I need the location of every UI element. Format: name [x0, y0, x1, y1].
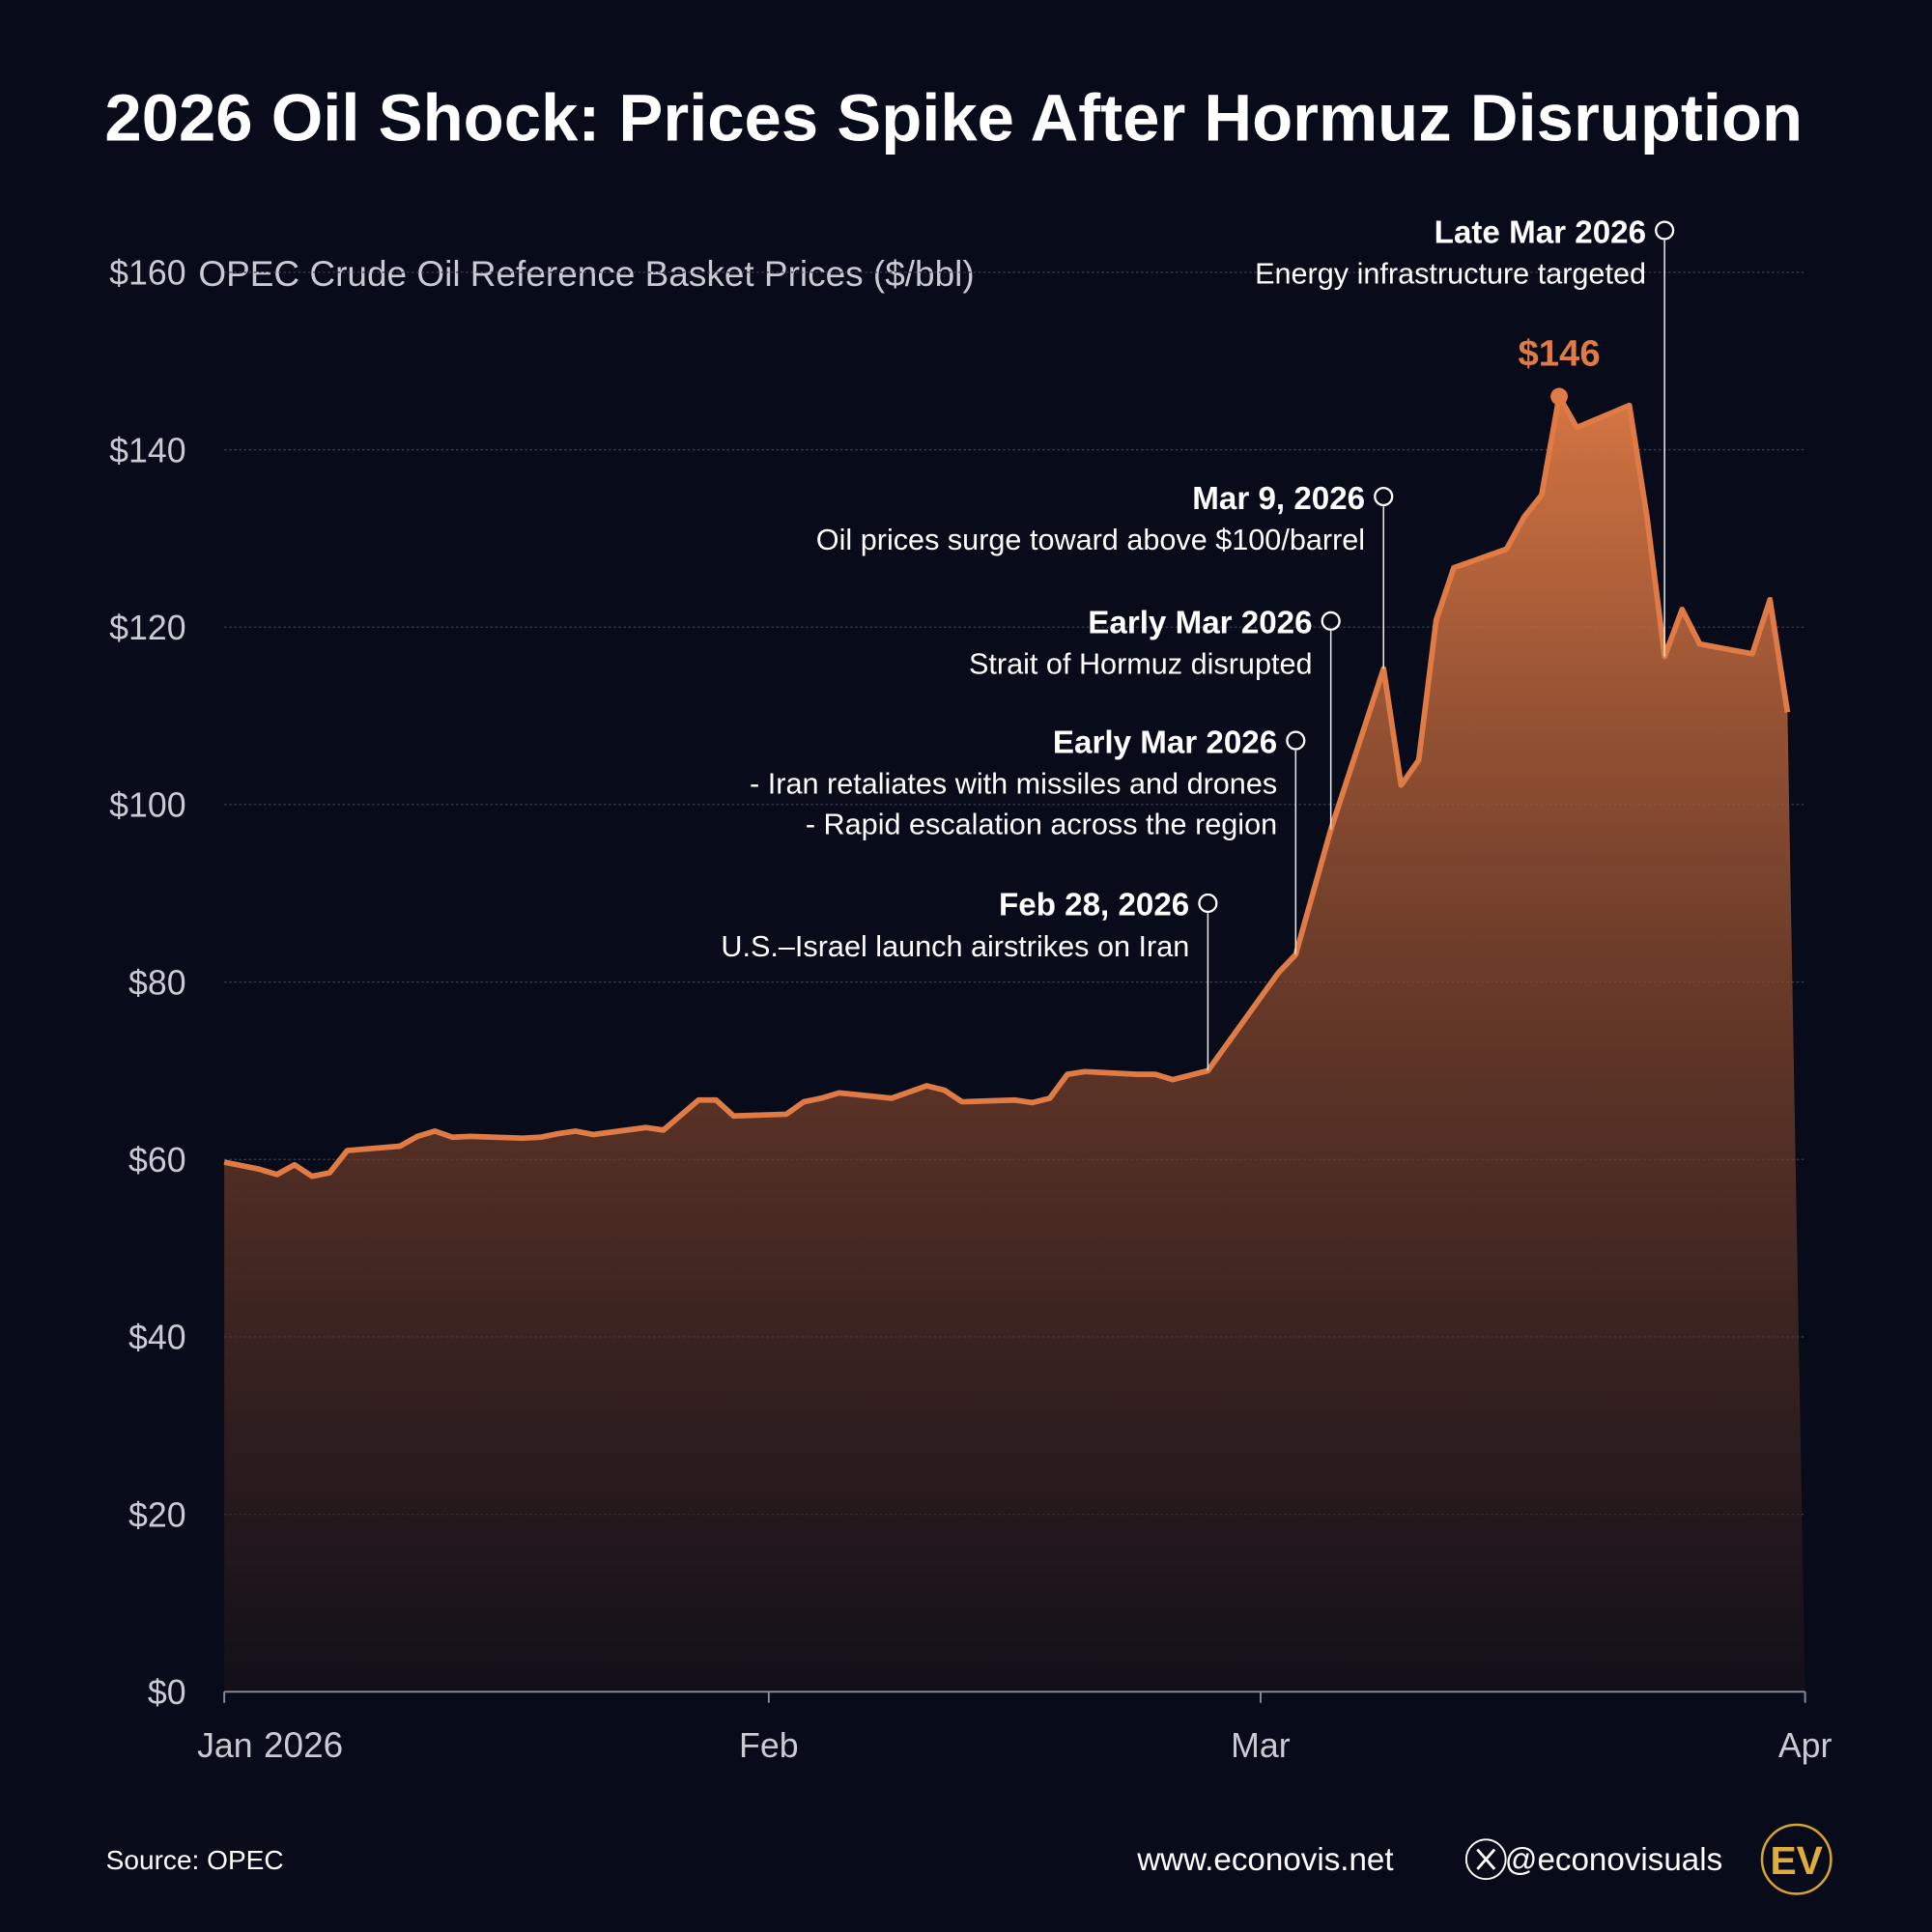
annotation-text: Strait of Hormuz disrupted	[969, 648, 1313, 681]
annotation-marker	[1286, 730, 1306, 751]
y-tick-label: $120	[109, 609, 185, 647]
peak-marker	[1550, 387, 1568, 406]
annotation-title: Late Mar 2026	[1435, 214, 1646, 250]
y-tick-label: $40	[128, 1319, 186, 1357]
price-line	[223, 393, 1791, 1179]
area-fill	[224, 396, 1805, 1692]
annotation-marker	[1374, 486, 1394, 507]
x-tick-label: Feb	[739, 1726, 799, 1765]
annotation-text: - Rapid escalation across the region	[806, 809, 1277, 841]
x-tick-label: Jan	[197, 1726, 253, 1765]
annotation-marker	[1655, 220, 1675, 241]
source: Source: OPEC	[106, 1845, 284, 1875]
annotation-title: Early Mar 2026	[1053, 724, 1277, 760]
y-tick-label: $0	[148, 1673, 186, 1712]
peak-label: $146	[1519, 333, 1601, 375]
annotation-text: Energy infrastructure targeted	[1255, 257, 1646, 290]
y-tick-label: $100	[109, 786, 185, 825]
annotation-title: Mar 9, 2026	[1192, 481, 1365, 517]
annotation-text: - Iran retaliates with missiles and dron…	[750, 767, 1277, 800]
annotation-title: Early Mar 2026	[1088, 606, 1312, 641]
x-year-label: 2026	[264, 1725, 343, 1765]
annotation-title: Feb 28, 2026	[999, 888, 1189, 923]
logo: EV	[1770, 1838, 1822, 1883]
y-axis-title: OPEC Crude Oil Reference Basket Prices (…	[198, 254, 974, 294]
y-tick-label: $20	[128, 1495, 186, 1534]
x-logo-ring	[1464, 1838, 1507, 1881]
plot: $0 $20 $40 $60 $80 $100 $120 $140 $160 Jan Feb Mar A…	[109, 214, 1832, 1765]
annotation-text: Oil prices surge toward above $100/barre…	[816, 524, 1365, 556]
y-tick-label: $60	[128, 1141, 186, 1179]
x-tick-label: Mar	[1231, 1726, 1291, 1765]
chart-title: 2026 Oil Shock: Prices Spike After Hormu…	[104, 80, 1803, 155]
x-tick-label: Apr	[1778, 1726, 1833, 1765]
x-logo	[1476, 1848, 1496, 1870]
annotation-text: U.S.–Israel launch airstrikes on Iran	[721, 930, 1189, 963]
logo-ring	[1760, 1823, 1833, 1895]
annotation-marker	[1321, 611, 1341, 631]
handle: @econovisuals	[1505, 1842, 1722, 1878]
y-tick-label: $80	[128, 963, 186, 1002]
annotation-marker	[1198, 893, 1218, 914]
y-tick-label: $140	[109, 431, 185, 469]
y-tick-label: $160	[109, 254, 185, 293]
website: www.econovis.net	[1136, 1842, 1393, 1878]
